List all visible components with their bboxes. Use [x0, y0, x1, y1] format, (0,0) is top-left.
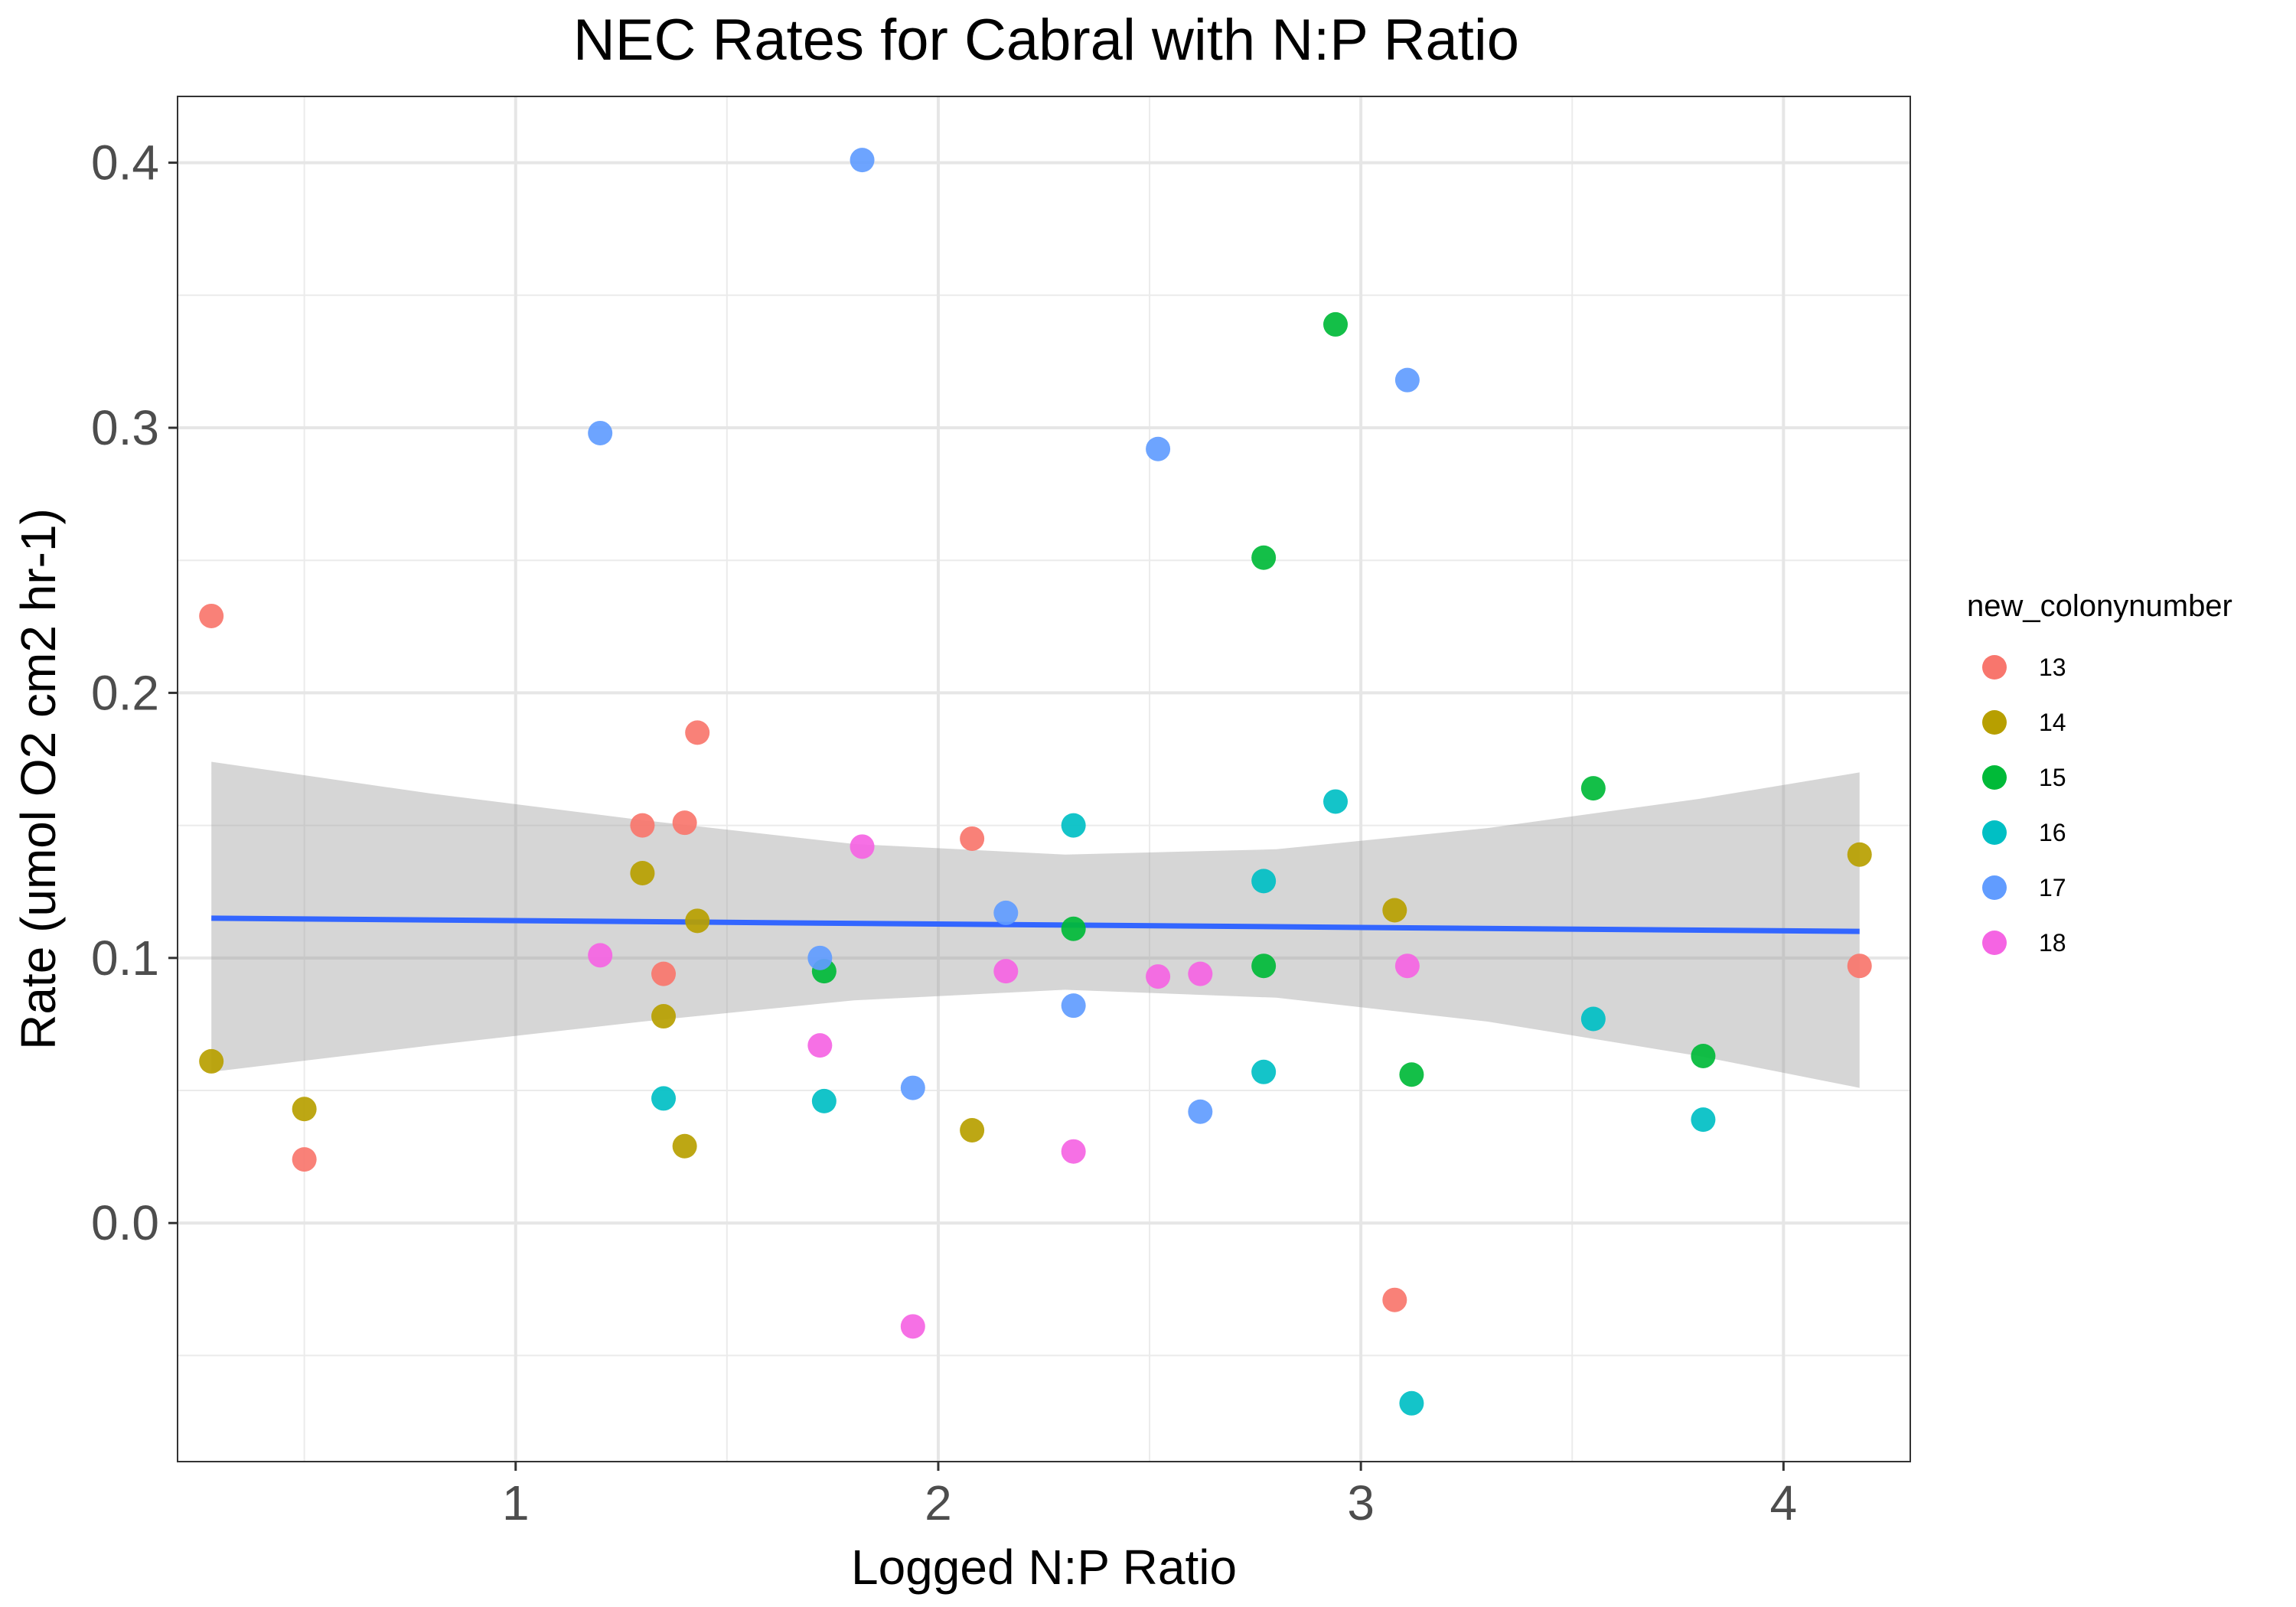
y-tick-label: 0.2 — [91, 665, 159, 720]
legend-label-13: 13 — [2039, 654, 2066, 681]
data-point-14 — [651, 1004, 677, 1029]
legend-label-15: 15 — [2039, 764, 2066, 791]
data-point-17 — [1188, 1099, 1213, 1124]
legend-title: new_colonynumber — [1967, 589, 2232, 623]
data-point-14 — [199, 1048, 224, 1074]
legend-label-18: 18 — [2039, 929, 2066, 957]
y-tick-label: 0.4 — [91, 135, 159, 191]
data-point-18 — [588, 943, 613, 968]
data-point-15 — [1580, 776, 1606, 801]
data-point-16 — [1399, 1390, 1424, 1416]
data-point-18 — [1394, 953, 1420, 979]
data-point-17 — [1394, 367, 1420, 393]
data-point-18 — [850, 834, 875, 859]
data-point-14 — [960, 1117, 985, 1143]
data-point-18 — [1188, 961, 1213, 986]
x-tick-label: 2 — [925, 1475, 952, 1530]
chart-title: NEC Rates for Cabral with N:P Ratio — [573, 8, 1519, 73]
legend-label-17: 17 — [2039, 874, 2066, 901]
trend-line — [211, 915, 1860, 934]
data-point-18 — [1061, 1139, 1086, 1164]
data-point-17 — [1146, 436, 1171, 461]
legend-label-16: 16 — [2039, 819, 2066, 846]
x-axis-ticks: 1 2 3 4 — [502, 1462, 1797, 1530]
x-tick-label: 4 — [1770, 1475, 1798, 1530]
data-point-17 — [1061, 993, 1086, 1019]
data-point-16 — [1251, 869, 1277, 894]
legend-key-16 — [1982, 820, 2007, 845]
data-point-16 — [1323, 789, 1349, 814]
plot-panel — [178, 96, 1910, 1462]
plot-border — [177, 96, 1911, 1462]
data-point-18 — [993, 959, 1019, 984]
data-point-15 — [1251, 953, 1277, 979]
legend-items: 13 14 15 16 17 18 — [1982, 654, 2066, 957]
data-point-17 — [588, 420, 613, 445]
legend-key-17 — [1982, 875, 2007, 900]
x-tick-label: 3 — [1347, 1475, 1375, 1530]
data-point-16 — [1580, 1006, 1606, 1032]
data-point-17 — [993, 900, 1019, 925]
data-point-15 — [1323, 311, 1349, 337]
data-point-13 — [960, 826, 985, 851]
grid-lines — [178, 96, 1910, 1462]
legend-key-14 — [1982, 710, 2007, 735]
data-point-14 — [630, 860, 655, 885]
data-point-13 — [292, 1147, 317, 1172]
data-point-13 — [1382, 1287, 1407, 1312]
data-point-14 — [1382, 898, 1407, 923]
y-tick-label: 0.0 — [91, 1195, 159, 1250]
data-point-17 — [807, 945, 833, 970]
data-point-14 — [1847, 842, 1872, 867]
x-axis-title: Logged N:P Ratio — [851, 1540, 1237, 1595]
y-axis-ticks: 0.0 0.1 0.2 0.3 0.4 — [91, 135, 178, 1250]
data-points — [199, 148, 1872, 1416]
data-point-18 — [900, 1314, 925, 1339]
data-point-13 — [651, 961, 677, 986]
data-point-17 — [900, 1075, 925, 1100]
data-point-15 — [1251, 545, 1277, 570]
data-point-16 — [651, 1086, 677, 1111]
data-point-13 — [1847, 953, 1872, 979]
data-point-14 — [672, 1133, 697, 1159]
data-point-13 — [685, 720, 710, 745]
data-point-15 — [1691, 1043, 1716, 1068]
x-tick-label: 1 — [502, 1475, 530, 1530]
y-axis-title: Rate (umol O2 cm2 hr-1) — [11, 508, 66, 1050]
y-tick-label: 0.3 — [91, 400, 159, 455]
data-point-15 — [1399, 1062, 1424, 1087]
data-point-13 — [630, 813, 655, 838]
legend-key-13 — [1982, 655, 2007, 680]
legend-key-18 — [1982, 931, 2007, 955]
legend-label-14: 14 — [2039, 709, 2066, 736]
data-point-14 — [685, 908, 710, 934]
y-tick-label: 0.1 — [91, 931, 159, 986]
data-point-16 — [811, 1088, 837, 1113]
data-point-13 — [199, 603, 224, 628]
legend-key-15 — [1982, 765, 2007, 790]
data-point-16 — [1251, 1059, 1277, 1084]
data-point-14 — [292, 1097, 317, 1122]
legend: new_colonynumber 13 14 15 16 17 18 — [1967, 589, 2232, 957]
data-point-16 — [1691, 1107, 1716, 1133]
data-point-18 — [1146, 964, 1171, 989]
trend-line-group — [211, 915, 1860, 934]
data-point-18 — [807, 1033, 833, 1058]
data-point-16 — [1061, 813, 1086, 838]
data-point-17 — [850, 148, 875, 173]
data-point-13 — [672, 810, 697, 836]
data-point-15 — [1061, 916, 1086, 941]
